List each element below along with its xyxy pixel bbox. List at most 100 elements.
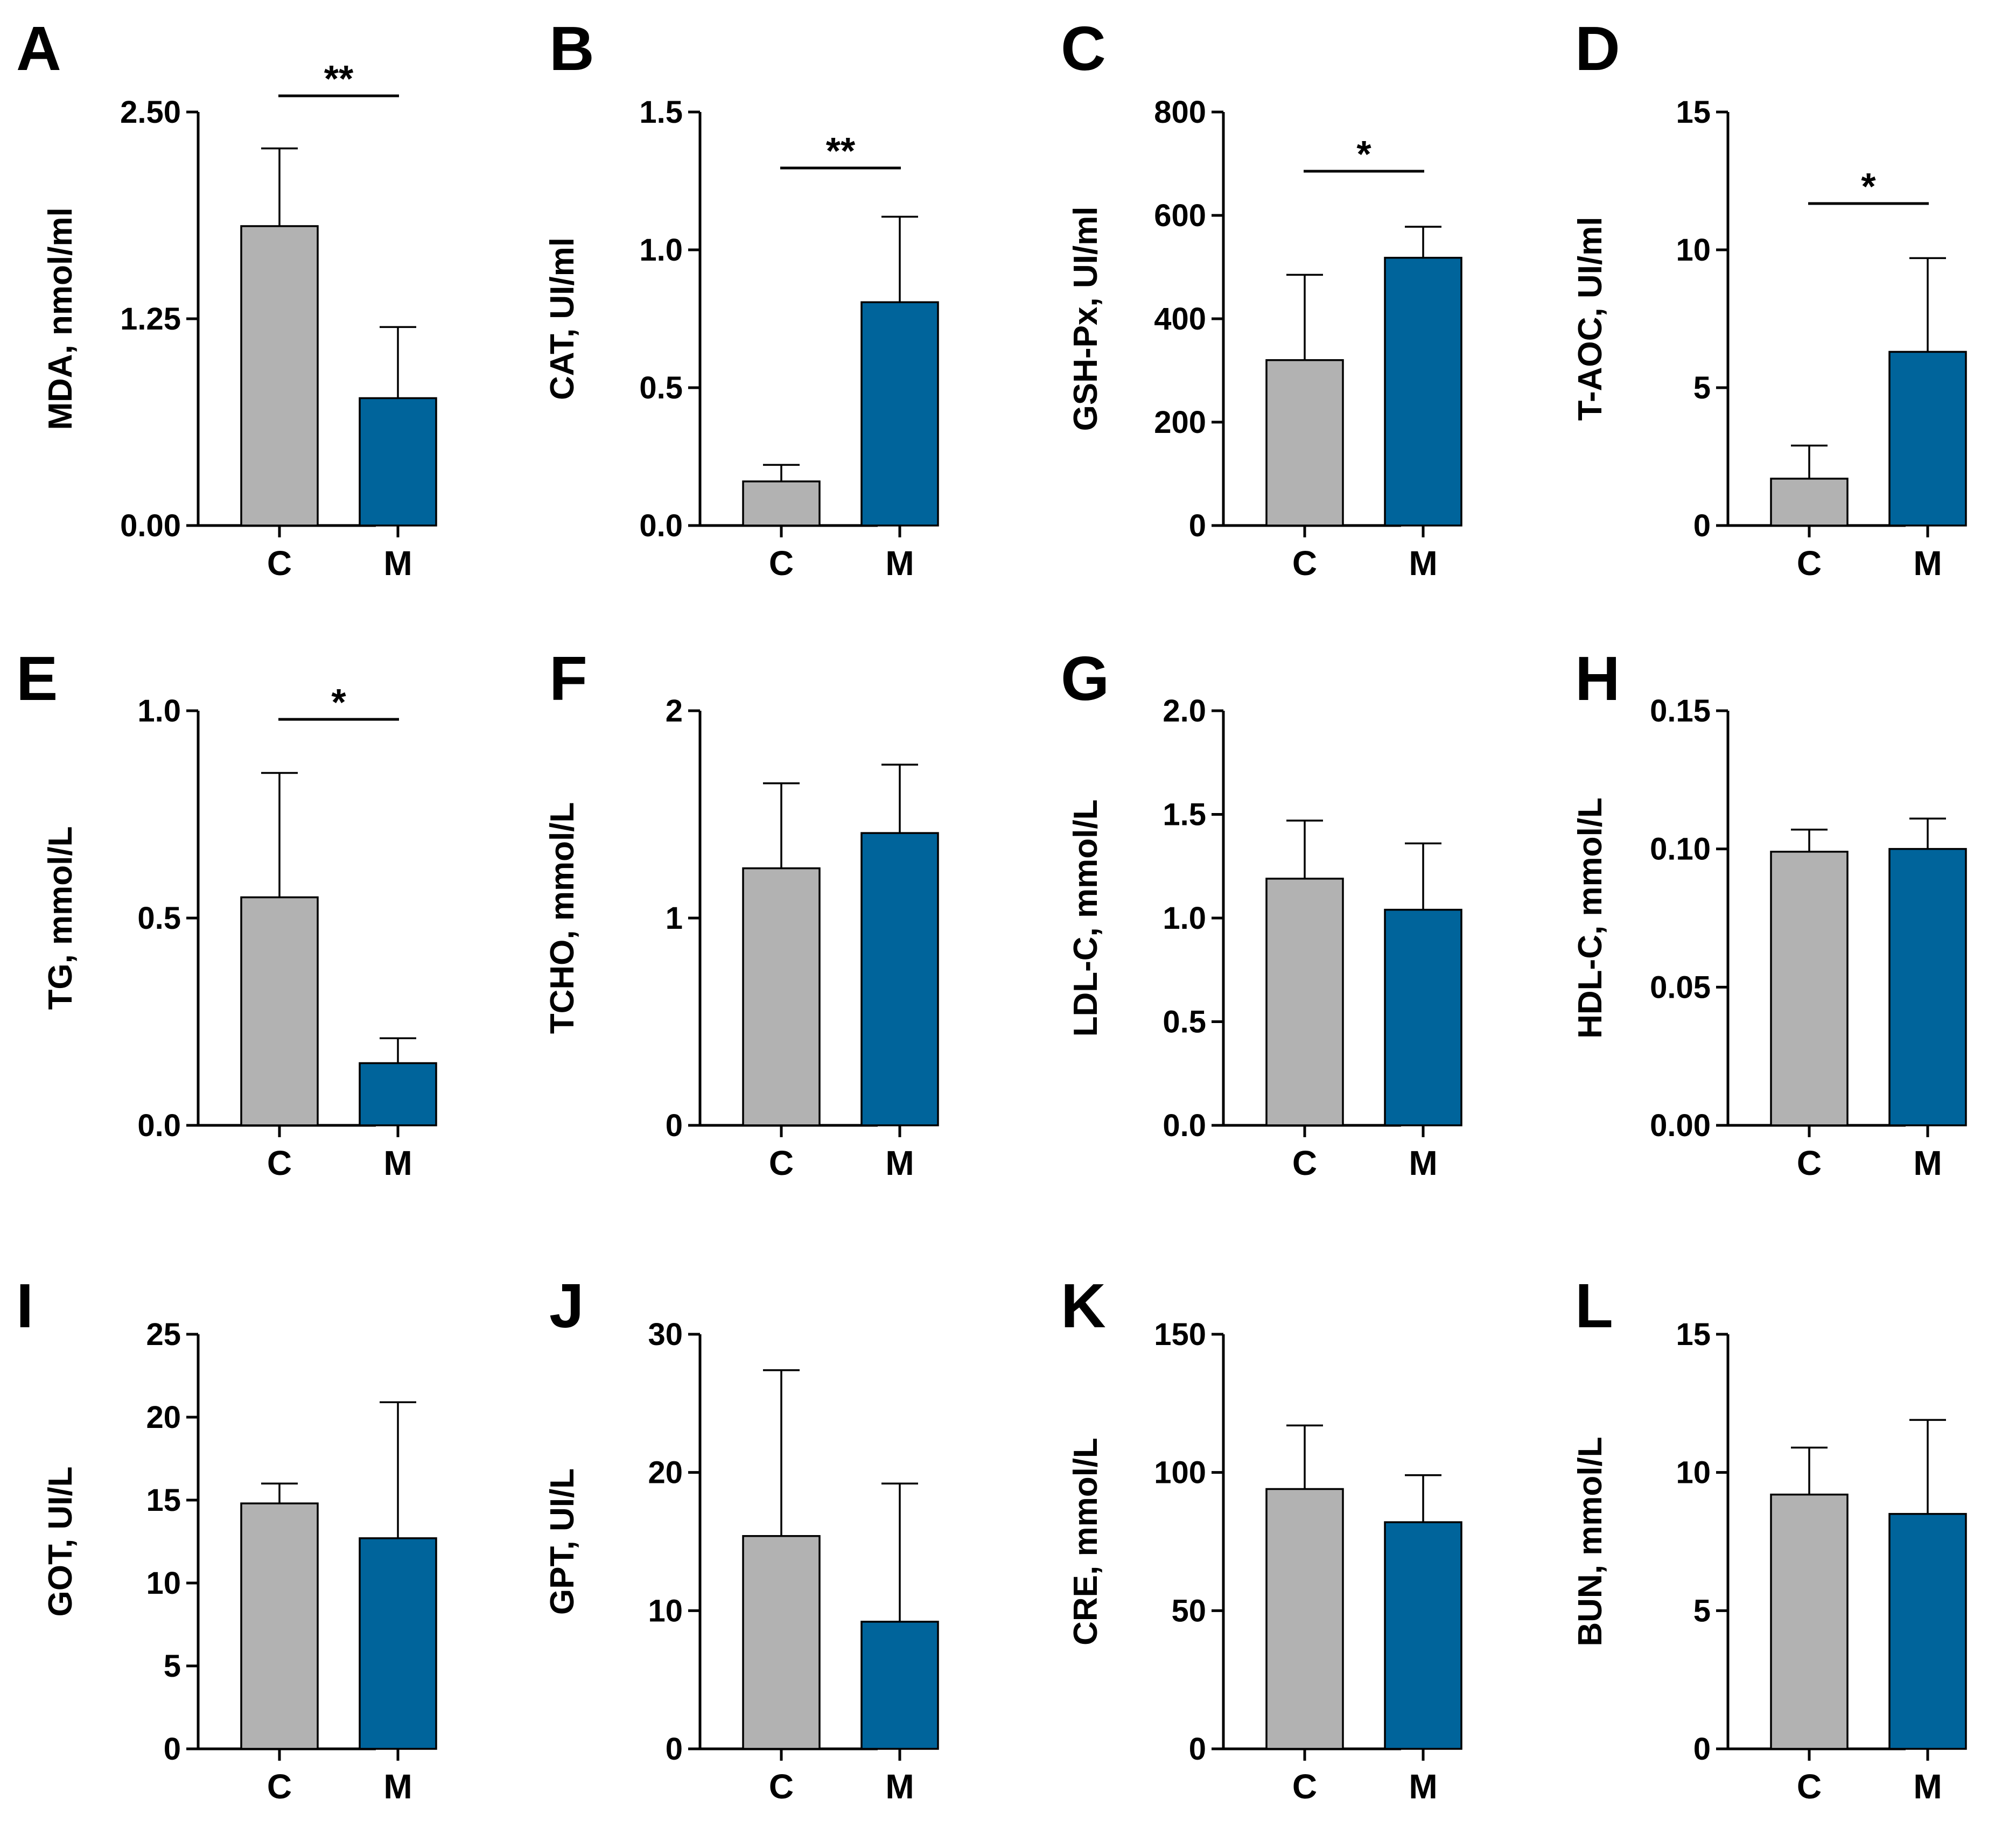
panel-d-x-tick-label-m: M [1913, 544, 1942, 583]
panel-f-letter: F [549, 643, 587, 713]
panel-b-y-axis-label: CAT, UI/ml [544, 237, 581, 400]
panel-k-bar-m [1384, 1521, 1462, 1750]
panel-d-letter: D [1575, 13, 1620, 83]
panel-g-y-tick-label: 1.5 [1163, 797, 1206, 832]
panel-g-x-tick-label-m: M [1409, 1144, 1437, 1182]
panel-h-y-tick-label: 0.05 [1650, 970, 1711, 1005]
panel-e-y-tick-label: 0.0 [137, 1108, 181, 1143]
panel-b-y-tick-label: 1.5 [639, 95, 683, 130]
panel-k-x-tick-label-c: C [1292, 1767, 1317, 1806]
panel-i-y-tick-label: 15 [146, 1483, 181, 1518]
panel-l-y-tick-label: 0 [1693, 1732, 1711, 1767]
panel-c-y-tick-label: 0 [1189, 508, 1206, 543]
panel-g-x-tick-label-c: C [1292, 1144, 1317, 1182]
panel-d-x-tick-label-c: C [1797, 544, 1822, 583]
panel-a: A MDA, nmol/ml 0.00 1.25 2.50 C M ** [16, 13, 437, 583]
panel-h-bar-m [1888, 848, 1967, 1126]
panel-j-bar-m [860, 1621, 939, 1750]
panel-f-x-tick-label-m: M [885, 1144, 914, 1182]
panel-j-x-tick-label-m: M [885, 1767, 914, 1806]
panel-j-x-tick-label-c: C [769, 1767, 794, 1806]
panel-c-bar-c [1265, 359, 1344, 527]
panel-e-x-tick-label-c: C [267, 1144, 292, 1182]
panel-g-letter: G [1061, 643, 1109, 713]
panel-h-y-axis-label: HDL-C, mmol/L [1572, 797, 1609, 1039]
panel-l-y-tick-label: 10 [1676, 1455, 1711, 1490]
panel-i: I GOT, UI/L 0 5 10 15 20 25 C M [16, 1271, 437, 1806]
panel-i-y-tick-label: 0 [164, 1732, 181, 1767]
panel-c-y-tick-label: 600 [1154, 198, 1206, 233]
panel-i-bar-m [359, 1537, 437, 1750]
panel-h: H HDL-C, mmol/L 0.00 0.05 0.10 0.15 C M [1572, 643, 1967, 1182]
panel-f-bar-m [860, 832, 939, 1126]
panel-c-y-tick-label: 800 [1154, 95, 1206, 130]
panel-i-x-tick-label-m: M [383, 1767, 412, 1806]
panel-l-x-tick-label-c: C [1797, 1767, 1822, 1806]
panel-k-letter: K [1061, 1271, 1106, 1341]
panel-f: F TCHO, mmol/L 0 1 2 C M [544, 643, 939, 1182]
panel-e-y-axis-label: TG, mmol/L [42, 827, 79, 1010]
panel-k: K CRE, mmol/L 0 50 100 150 C M [1061, 1271, 1462, 1806]
panel-c-x-tick-label-m: M [1409, 544, 1437, 583]
panel-c-bar-m [1384, 256, 1462, 527]
panel-d-y-tick-label: 5 [1693, 370, 1711, 405]
panel-f-x-tick-label-c: C [769, 1144, 794, 1182]
panel-a-bar-c [240, 225, 319, 527]
panel-k-y-tick-label: 50 [1171, 1593, 1206, 1628]
panel-a-y-tick-label: 1.25 [120, 302, 181, 337]
panel-d-y-tick-label: 15 [1676, 95, 1711, 130]
panel-d-y-axis-label: T-AOC, UI/ml [1572, 217, 1609, 421]
panel-k-x-tick-label-m: M [1409, 1767, 1437, 1806]
panel-i-y-axis-label: GOT, UI/L [42, 1467, 79, 1617]
panel-e-y-tick-label: 0.5 [137, 901, 181, 936]
panel-j: J GPT, UI/L 0 10 20 30 C M [544, 1271, 939, 1806]
panel-i-bar-c [240, 1502, 319, 1750]
panel-e-bar-m [359, 1062, 437, 1126]
panel-e-significance-label: * [331, 681, 346, 723]
panel-i-y-tick-label: 25 [146, 1317, 181, 1352]
panel-i-x-tick-label-c: C [267, 1767, 292, 1806]
panel-h-x-tick-label-m: M [1913, 1144, 1942, 1182]
panel-h-y-tick-label: 0.10 [1650, 832, 1711, 867]
panel-h-y-tick-label: 0.00 [1650, 1108, 1711, 1143]
panel-j-y-tick-label: 20 [648, 1455, 683, 1490]
panel-l-y-tick-label: 15 [1676, 1317, 1711, 1352]
panel-e-y-tick-label: 1.0 [137, 694, 181, 729]
panel-a-x-tick-label-m: M [383, 544, 412, 583]
panel-e-bar-c [240, 896, 319, 1126]
panel-g-bar-m [1384, 908, 1462, 1126]
panel-g-y-axis-label: LDL-C, mmol/L [1067, 800, 1104, 1037]
panel-c-x-tick-label-c: C [1292, 544, 1317, 583]
panel-l: L BUN, mmol/L 0 5 10 15 C M [1572, 1271, 1967, 1806]
panel-k-y-tick-label: 0 [1189, 1732, 1206, 1767]
panel-b-y-tick-label: 0.5 [639, 370, 683, 405]
panel-c-y-tick-label: 200 [1154, 405, 1206, 440]
panel-l-x-tick-label-m: M [1913, 1767, 1942, 1806]
panel-g-y-tick-label: 2.0 [1163, 694, 1206, 729]
panel-d-bar-m [1888, 351, 1967, 527]
panel-i-y-tick-label: 5 [164, 1649, 181, 1684]
panel-f-y-tick-label: 0 [666, 1108, 683, 1143]
panel-k-y-tick-label: 150 [1154, 1317, 1206, 1352]
panel-e-letter: E [16, 643, 58, 713]
panel-c-y-tick-label: 400 [1154, 302, 1206, 337]
panel-b-bar-c [742, 480, 821, 527]
panel-g-bar-c [1265, 878, 1344, 1126]
panel-j-bar-c [742, 1535, 821, 1750]
panel-h-y-tick-label: 0.15 [1650, 694, 1711, 729]
panel-c-letter: C [1061, 13, 1106, 83]
panel-j-y-tick-label: 10 [648, 1593, 683, 1628]
panel-k-y-axis-label: CRE, mmol/L [1067, 1438, 1104, 1645]
panel-h-letter: H [1575, 643, 1620, 713]
panel-l-bar-m [1888, 1512, 1967, 1750]
panel-e-x-tick-label-m: M [383, 1144, 412, 1182]
panel-b-y-tick-label: 1.0 [639, 233, 683, 268]
panel-k-bar-c [1265, 1488, 1344, 1750]
panel-f-bar-c [742, 867, 821, 1126]
panel-b: B CAT, UI/ml 0.0 0.5 1.0 1.5 C M ** [544, 13, 939, 583]
panel-f-y-tick-label: 1 [666, 901, 683, 936]
panel-a-y-tick-label: 0.00 [120, 508, 181, 543]
panel-d-bar-c [1770, 478, 1849, 527]
panel-a-bar-m [359, 397, 437, 527]
panel-a-letter: A [16, 13, 61, 83]
